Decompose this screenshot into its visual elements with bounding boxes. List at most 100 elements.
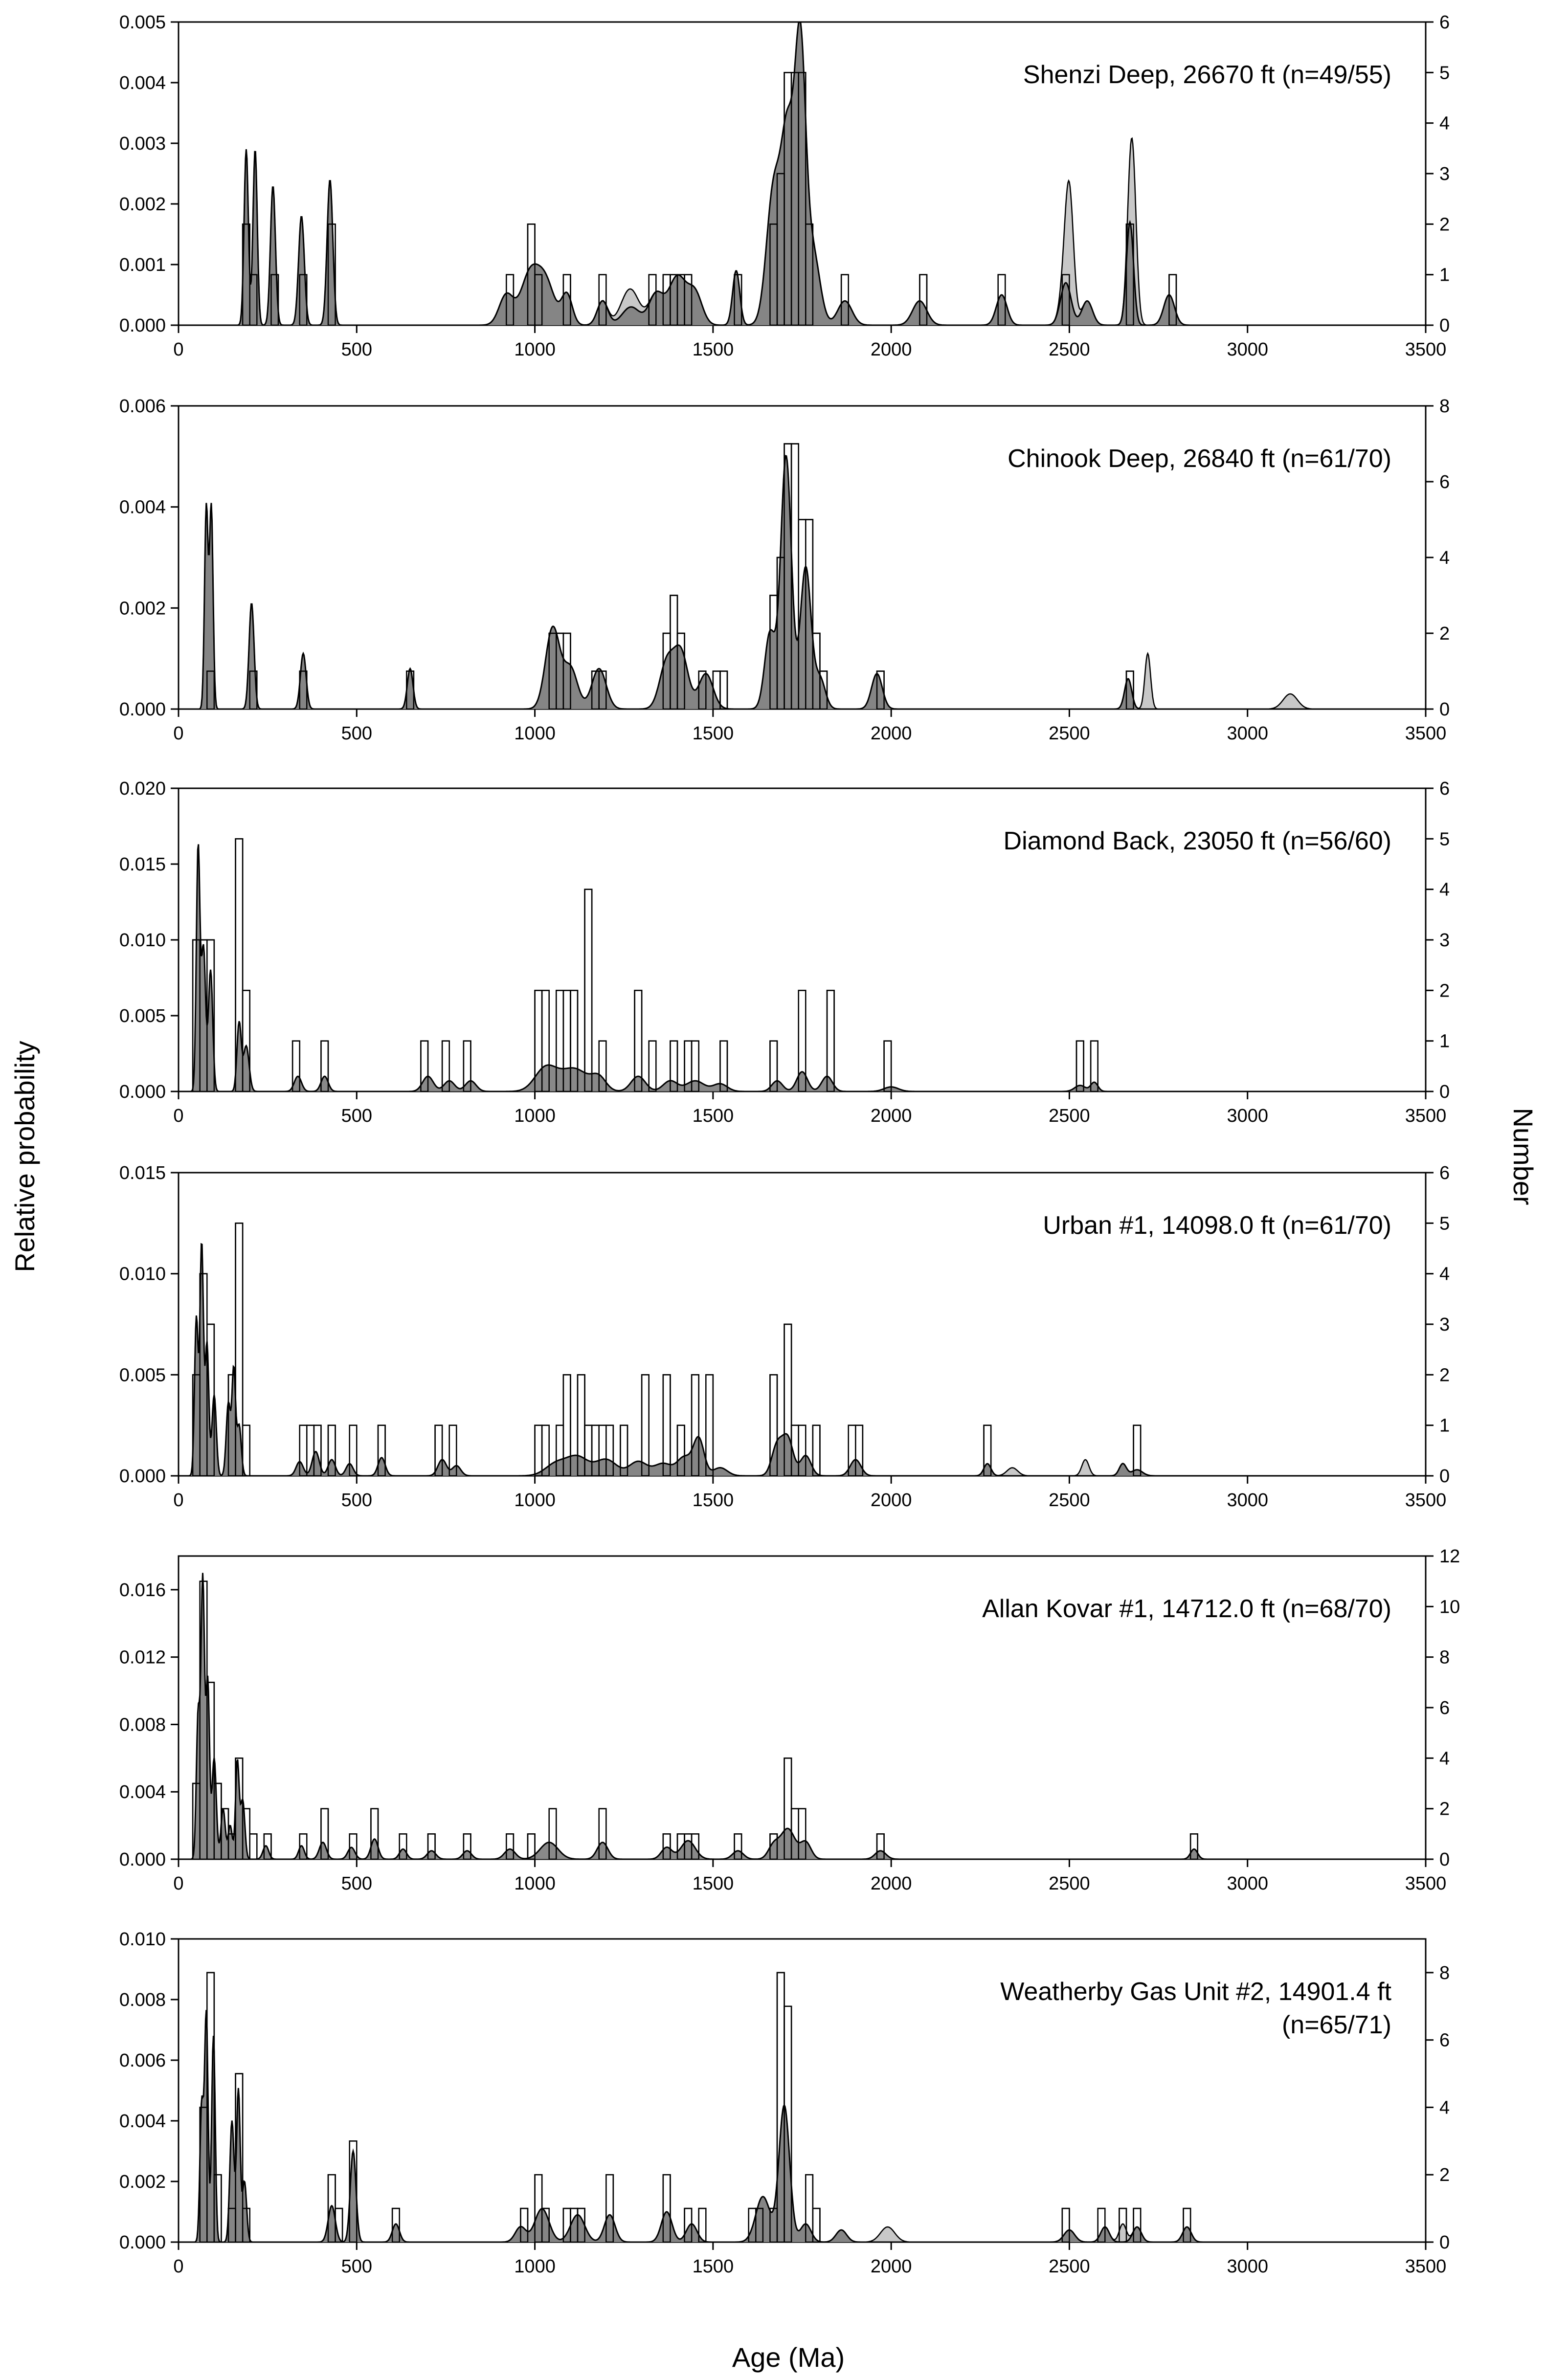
x-tick-label: 2000 xyxy=(871,1106,912,1126)
x-tick-label: 1500 xyxy=(693,723,734,744)
panel-title: Allan Kovar #1, 14712.0 ft (n=68/70) xyxy=(982,1595,1391,1623)
histogram-bar-outline xyxy=(263,1833,272,1860)
right-y-tick-label: 12 xyxy=(1439,1546,1460,1567)
histogram-bar-outline xyxy=(784,1323,792,1477)
histogram-bar-outline xyxy=(235,838,244,1092)
right-y-tick-label: 8 xyxy=(1439,1963,1450,1983)
histogram-bar-outline xyxy=(299,670,308,710)
x-tick-label: 1000 xyxy=(514,2256,556,2277)
histogram-bar-outline xyxy=(399,1833,407,1860)
histogram-bar-outline xyxy=(719,1040,728,1092)
histogram-bar-outline xyxy=(670,1040,678,1092)
x-tick-label: 2500 xyxy=(1049,1490,1090,1511)
left-y-tick-label: 0.004 xyxy=(119,73,166,93)
panel-title: Weatherby Gas Unit #2, 14901.4 ft xyxy=(1000,1978,1391,2006)
right-axis-title: Number xyxy=(1508,1108,1539,1205)
histogram-bar-outline xyxy=(349,1424,358,1477)
right-y-tick-label: 0 xyxy=(1439,1466,1450,1487)
right-y-tick-label: 6 xyxy=(1439,1163,1450,1183)
histogram-bar-outline xyxy=(562,632,571,710)
histogram-bar-outline xyxy=(249,274,258,326)
right-y-tick-label: 4 xyxy=(1439,548,1450,568)
x-tick-label: 3000 xyxy=(1227,1106,1268,1126)
x-tick-label: 2000 xyxy=(871,339,912,360)
histogram-bar-outline xyxy=(427,1833,436,1860)
x-tick-label: 0 xyxy=(173,1873,183,1894)
histogram-bar-outline xyxy=(1133,1424,1142,1477)
left-y-tick-label: 0.002 xyxy=(119,2172,166,2192)
histogram-bar-outline xyxy=(320,1040,329,1092)
x-tick-label: 2500 xyxy=(1049,1873,1090,1894)
left-y-tick-label: 0.004 xyxy=(119,2111,166,2132)
x-tick-label: 2000 xyxy=(871,1490,912,1511)
histogram-bar-outline xyxy=(299,274,308,326)
right-y-tick-label: 8 xyxy=(1439,396,1450,417)
right-y-tick-label: 6 xyxy=(1439,2030,1450,2051)
x-axis-title: Age (Ma) xyxy=(732,2342,845,2373)
right-y-tick-label: 2 xyxy=(1439,980,1450,1001)
x-tick-label: 1500 xyxy=(693,1106,734,1126)
left-y-tick-label: 0.000 xyxy=(119,1466,166,1487)
histogram-bar-outline xyxy=(812,1424,821,1477)
histogram-bar-outline xyxy=(1125,670,1134,710)
histogram-bar-outline xyxy=(206,1323,215,1477)
histogram-bar-outline xyxy=(213,2174,222,2243)
histogram-bar-outline xyxy=(577,2207,585,2243)
histogram-bar-outline xyxy=(605,1424,614,1477)
histogram-bar-outline xyxy=(541,2207,550,2243)
left-y-tick-label: 0.002 xyxy=(119,194,166,215)
histogram-bar-outline xyxy=(562,1374,571,1477)
histogram-bar-outline xyxy=(876,670,885,710)
histogram-bar-outline xyxy=(662,2174,671,2243)
probability-area xyxy=(179,22,1426,325)
histogram-bar-outline xyxy=(876,1833,885,1860)
x-tick-label: 2000 xyxy=(871,1873,912,1894)
histogram-bar-outline xyxy=(349,1833,358,1860)
right-y-tick-label: 4 xyxy=(1439,2097,1450,2118)
histogram-bar-outline xyxy=(541,1424,550,1477)
histogram-bar-outline xyxy=(1168,274,1177,326)
chart-panel-2: 0 500 1000 1500 2000 2500 3000 3500 0.000 0.002 0.… xyxy=(119,396,1450,744)
histogram-bar-outline xyxy=(327,223,336,326)
left-y-tick-label: 0.000 xyxy=(119,1082,166,1102)
right-y-tick-label: 6 xyxy=(1439,779,1450,799)
left-axis-title: Relative probability xyxy=(9,1041,40,1272)
histogram-bar-outline xyxy=(335,2207,343,2243)
histogram-bar-outline xyxy=(548,1808,557,1860)
right-y-tick-label: 2 xyxy=(1439,2165,1450,2185)
histogram-bar-outline xyxy=(691,1833,699,1860)
histogram-bar-outline xyxy=(291,1040,300,1092)
histogram-bar-outline xyxy=(441,1040,450,1092)
histogram-bar-outline xyxy=(448,1424,457,1477)
x-tick-label: 2500 xyxy=(1049,339,1090,360)
histogram-bar-outline xyxy=(584,889,593,1092)
left-y-tick-label: 0.005 xyxy=(119,1006,166,1026)
histogram-bar-outline xyxy=(769,1374,778,1477)
left-y-tick-label: 0.004 xyxy=(119,1782,166,1802)
right-y-tick-label: 2 xyxy=(1439,1799,1450,1820)
histogram-bar-outline xyxy=(434,1424,443,1477)
histogram-bar-outline xyxy=(1119,2207,1127,2243)
right-y-tick-label: 0 xyxy=(1439,2232,1450,2253)
histogram-bar-outline xyxy=(719,670,728,710)
left-y-tick-label: 0.015 xyxy=(119,1163,166,1183)
histogram-bar-outline xyxy=(691,1374,699,1477)
probability-curve xyxy=(179,2010,1426,2243)
histogram-bar-outline xyxy=(506,1833,515,1860)
histogram-bar-outline xyxy=(883,1040,892,1092)
histogram-bar xyxy=(534,1424,543,1477)
left-y-tick-label: 0.016 xyxy=(119,1580,166,1601)
left-y-tick-label: 0.000 xyxy=(119,2232,166,2253)
histogram-bar-outline xyxy=(1061,2207,1070,2243)
histogram-bar-outline xyxy=(598,670,607,710)
histogram-bar-outline xyxy=(648,1040,657,1092)
x-tick-label: 3500 xyxy=(1405,1873,1447,1894)
right-y-tick-label: 3 xyxy=(1439,1314,1450,1335)
histogram-bar-outline xyxy=(249,1833,258,1860)
histogram-bar-outline xyxy=(684,2207,693,2243)
histogram-bar-outline xyxy=(242,990,250,1092)
x-tick-label: 1500 xyxy=(693,1873,734,1894)
histogram-bar-outline xyxy=(1125,223,1134,326)
histogram-bar-outline xyxy=(605,2174,614,2243)
